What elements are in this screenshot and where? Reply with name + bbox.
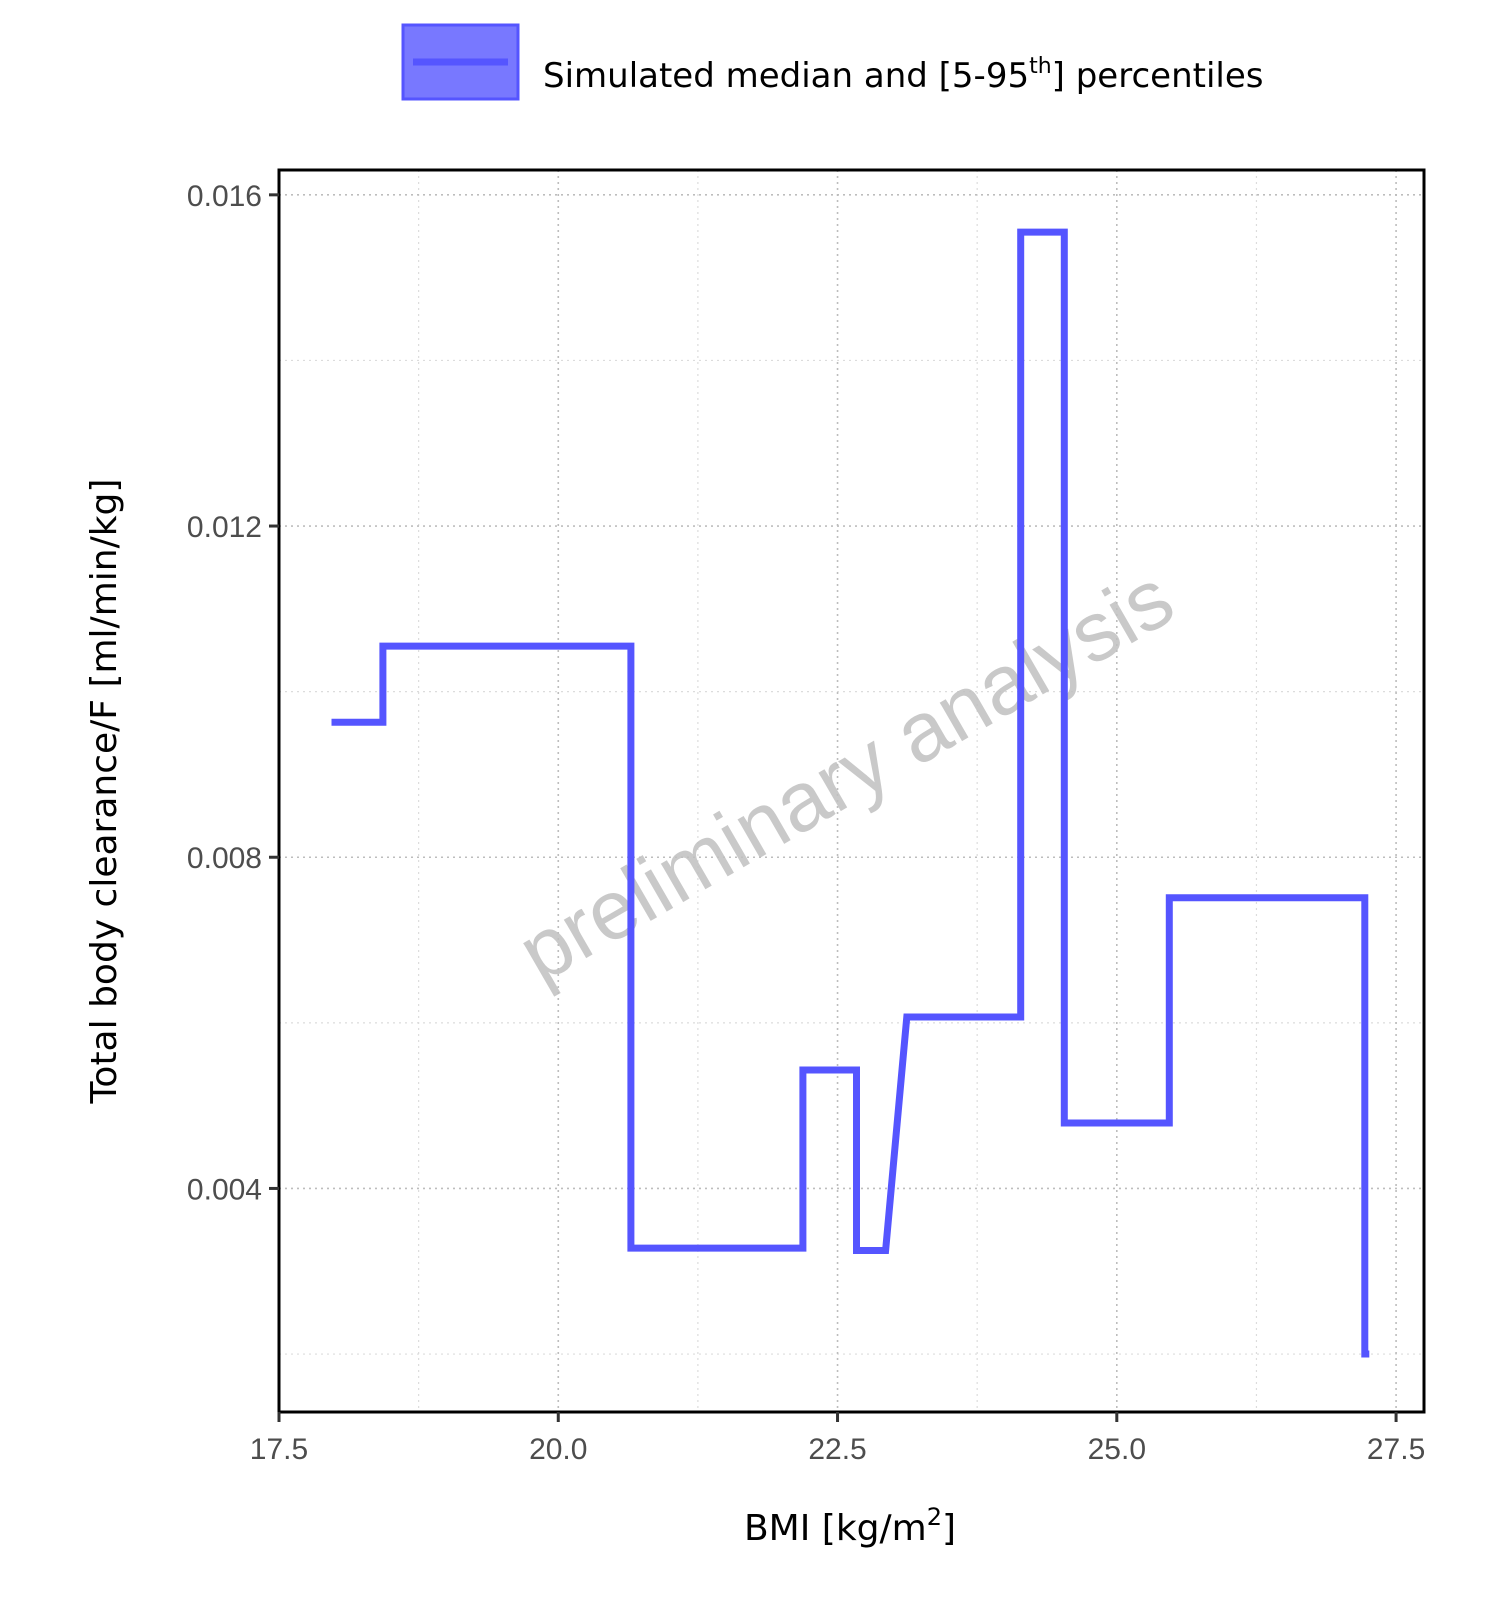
y-axis-title: Total body clearance/F [ml/min/kg]	[84, 479, 125, 1105]
x-tick-label: 20.0	[529, 1433, 587, 1466]
legend-label-sup: th	[1029, 54, 1052, 79]
x-tick-label: 25.0	[1088, 1433, 1146, 1466]
x-tick-label: 17.5	[250, 1433, 308, 1466]
y-tick-label: 0.008	[187, 842, 262, 875]
legend-label-main: Simulated median and [5-95	[543, 56, 1029, 96]
watermark: preliminary analysis	[503, 550, 1189, 1000]
x-axis-title: BMI [kg/m2]	[744, 1503, 956, 1549]
y-tick-label: 0.004	[187, 1173, 262, 1206]
legend-label-end: ] percentiles	[1052, 56, 1264, 96]
y-tick-label: 0.016	[187, 180, 262, 213]
series-group	[331, 228, 1370, 1358]
legend-label: Simulated median and [5-95th] percentile…	[543, 54, 1263, 96]
x-axis-title-sup: 2	[927, 1503, 942, 1531]
panel-border	[277, 168, 1426, 1414]
grid	[278, 170, 1424, 1412]
x-axis-title-end: ]	[942, 1508, 956, 1549]
y-tick-label: 0.012	[187, 511, 262, 544]
x-tick-label: 27.5	[1367, 1433, 1425, 1466]
legend: Simulated median and [5-95th] percentile…	[401, 23, 1263, 101]
y-axis: 0.004 0.008 0.012 0.016	[187, 180, 279, 1206]
x-tick-label: 22.5	[808, 1433, 866, 1466]
series-line	[331, 228, 1370, 1358]
x-axis-title-main: BMI [kg/m	[744, 1508, 927, 1549]
x-axis: 17.5 20.0 22.5 25.0 27.5	[250, 1412, 1425, 1466]
